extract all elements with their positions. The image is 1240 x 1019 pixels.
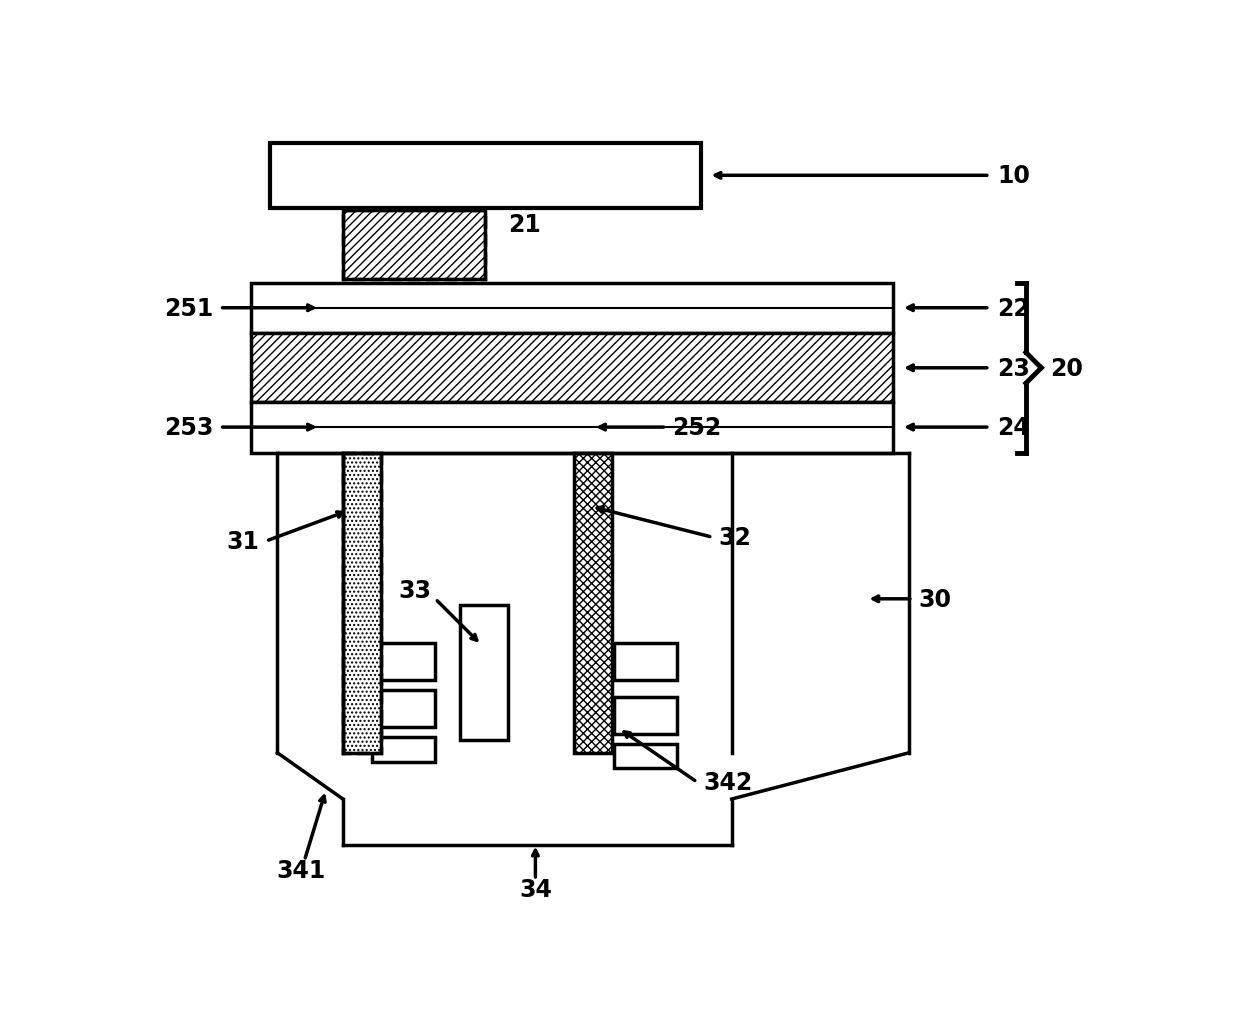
Bar [614,698,677,735]
Bar [250,334,894,404]
Bar [372,644,435,681]
Text: 253: 253 [164,416,213,439]
Text: 34: 34 [520,877,552,901]
Text: 24: 24 [997,416,1030,439]
Bar [372,738,435,762]
Bar [270,144,701,209]
Text: 22: 22 [997,297,1030,320]
Bar [372,690,435,727]
Text: 252: 252 [672,416,722,439]
Text: 20: 20 [1050,357,1084,380]
Text: 10: 10 [997,164,1030,189]
Bar [343,453,382,753]
Bar [343,211,485,280]
Bar [250,404,894,453]
Bar [343,211,485,280]
Text: 32: 32 [719,526,751,549]
Text: 31: 31 [227,530,259,553]
Text: 342: 342 [703,770,753,794]
Bar [614,644,677,681]
Bar [614,744,677,768]
Bar [343,453,382,753]
Bar [250,284,894,334]
Text: 33: 33 [398,578,432,602]
Text: 23: 23 [997,357,1030,380]
Bar [574,453,613,753]
Text: 251: 251 [164,297,213,320]
Bar [460,605,507,740]
Text: 341: 341 [277,858,325,882]
Text: 30: 30 [919,587,952,611]
Text: 21: 21 [508,213,541,236]
